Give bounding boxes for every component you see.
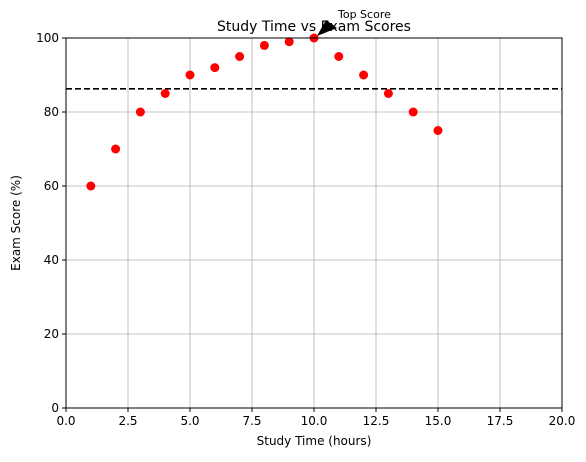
data-point [185, 70, 195, 80]
data-point [86, 181, 96, 191]
annotation-arrow [317, 20, 337, 36]
data-point [111, 144, 121, 154]
data-point [135, 107, 145, 117]
x-tick-label: 5.0 [180, 414, 199, 428]
grid-lines [65, 37, 563, 409]
data-point [408, 107, 418, 117]
y-tick-label: 40 [44, 253, 59, 267]
annotation-label: Top Score [337, 8, 391, 21]
x-tick-label: 12.5 [363, 414, 390, 428]
x-tick-label: 15.0 [425, 414, 452, 428]
y-tick-label: 60 [44, 179, 59, 193]
x-axis-ticks: 0.0 2.5 5.0 7.5 10.0 12.5 15.0 17.5 20.0 [56, 408, 575, 428]
y-axis-ticks: 0 20 40 60 80 100 [36, 31, 66, 415]
data-point [284, 37, 294, 47]
x-tick-label: 2.5 [118, 414, 137, 428]
x-tick-label: 10.0 [301, 414, 328, 428]
data-point [383, 89, 393, 98]
x-tick-label: 17.5 [487, 414, 514, 428]
y-tick-label: 0 [51, 401, 59, 415]
x-tick-label: 7.5 [242, 414, 261, 428]
data-point [160, 89, 170, 98]
data-point [433, 126, 443, 135]
data-point [259, 40, 269, 50]
y-tick-label: 100 [36, 31, 59, 45]
data-point [210, 63, 220, 73]
data-point [334, 52, 344, 61]
x-tick-label: 20.0 [549, 414, 576, 428]
data-point [359, 70, 369, 80]
data-points [86, 33, 443, 191]
y-tick-label: 20 [44, 327, 59, 341]
y-axis-label: Exam Score (%) [9, 175, 23, 271]
annotation: Top Score [317, 8, 391, 36]
chart-title: Study Time vs Exam Scores [217, 19, 411, 35]
x-tick-label: 0.0 [56, 414, 75, 428]
x-axis-label: Study Time (hours) [257, 434, 372, 448]
y-tick-label: 80 [44, 105, 59, 119]
data-point [235, 52, 245, 61]
